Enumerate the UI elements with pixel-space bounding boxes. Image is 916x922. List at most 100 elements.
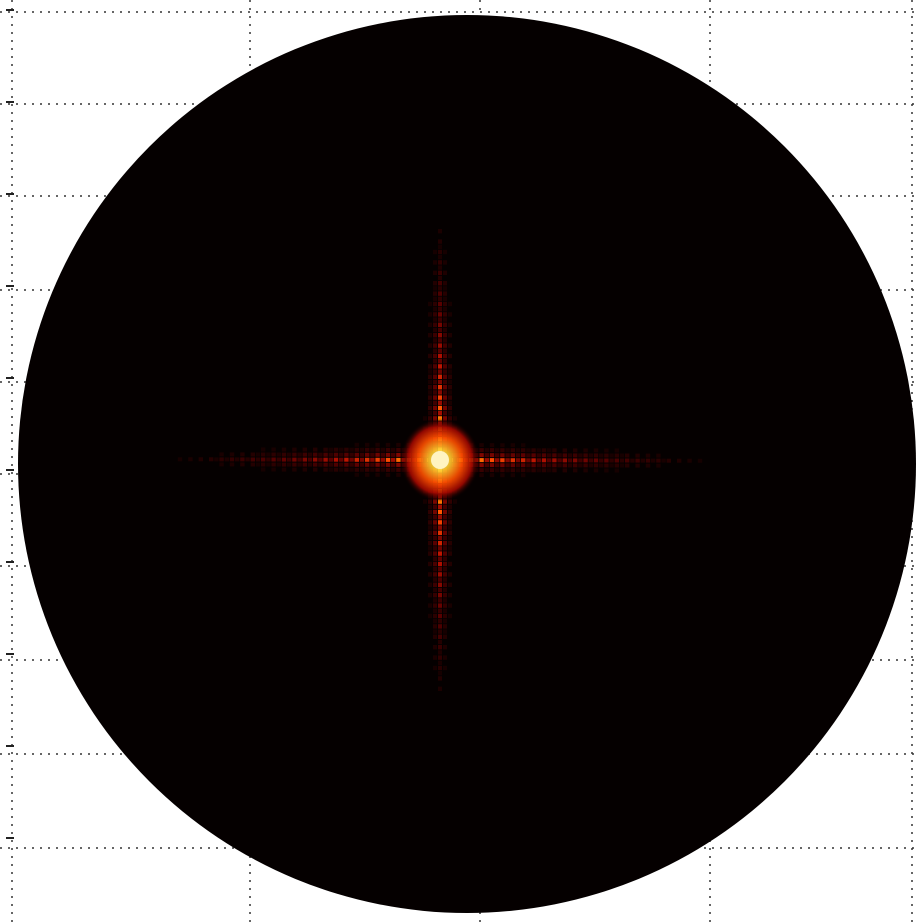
fringe-v bbox=[433, 307, 437, 312]
fringe-h bbox=[578, 463, 583, 468]
fringe-h bbox=[557, 463, 562, 468]
fringe-h bbox=[328, 447, 333, 452]
fringe-h bbox=[333, 462, 339, 467]
fringe-h bbox=[521, 468, 526, 473]
fringe-h bbox=[619, 458, 625, 463]
fringe-v bbox=[438, 385, 442, 390]
fringe-v bbox=[443, 504, 447, 509]
fringe-h bbox=[614, 448, 619, 453]
fringe-h bbox=[515, 468, 521, 473]
fringe-h bbox=[614, 468, 619, 473]
central-peak-core bbox=[431, 451, 449, 469]
fringe-h bbox=[198, 457, 203, 462]
fringe-h bbox=[396, 457, 401, 462]
fringe-v bbox=[443, 333, 447, 338]
fringe-v bbox=[443, 525, 447, 530]
fringe-v bbox=[433, 327, 437, 333]
fringe-v bbox=[423, 416, 427, 421]
fringe-v bbox=[428, 509, 432, 515]
fringe-h bbox=[245, 457, 250, 462]
fringe-h bbox=[359, 462, 365, 467]
fringe-h bbox=[209, 457, 214, 462]
fringe-h bbox=[281, 447, 287, 452]
fringe-h bbox=[515, 448, 521, 453]
fringe-h bbox=[370, 452, 375, 457]
fringe-v bbox=[433, 260, 437, 265]
fringe-v bbox=[438, 567, 442, 572]
fringe-v bbox=[443, 364, 447, 369]
fringe-v bbox=[433, 645, 437, 650]
fringe-v bbox=[443, 556, 447, 561]
fringe-v bbox=[433, 400, 437, 405]
fringe-h bbox=[281, 457, 287, 462]
fringe-h bbox=[261, 452, 266, 457]
fringe-h bbox=[391, 462, 396, 467]
fringe-v bbox=[443, 515, 447, 520]
fringe-h bbox=[344, 447, 349, 452]
fringe-h bbox=[536, 448, 541, 453]
fringe-h bbox=[396, 462, 401, 467]
fringe-v bbox=[443, 541, 447, 546]
fringe-v bbox=[443, 608, 447, 613]
fringe-h bbox=[328, 467, 333, 472]
fringe-v bbox=[433, 270, 437, 275]
fringe-h bbox=[339, 467, 344, 472]
fringe-v bbox=[443, 390, 447, 395]
fringe-h bbox=[219, 462, 224, 467]
fringe-h bbox=[505, 463, 510, 468]
fringe-h bbox=[500, 448, 505, 453]
fringe-v bbox=[433, 619, 437, 624]
fringe-h bbox=[297, 462, 302, 467]
fringe-h bbox=[625, 458, 630, 463]
fringe-h bbox=[375, 467, 380, 472]
fringe-h bbox=[375, 442, 380, 447]
fringe-h bbox=[380, 447, 385, 452]
fringe-v bbox=[433, 504, 437, 509]
fringe-v bbox=[433, 395, 437, 400]
fringe-v bbox=[448, 353, 452, 359]
fringe-v bbox=[428, 322, 432, 327]
fringe-v bbox=[438, 525, 442, 530]
fringe-v bbox=[443, 411, 447, 416]
fringe-v bbox=[428, 535, 432, 541]
fringe-v bbox=[438, 660, 442, 665]
fringe-h bbox=[333, 447, 339, 452]
fringe-h bbox=[354, 472, 359, 477]
fringe-v bbox=[433, 634, 437, 639]
fringe-v bbox=[438, 322, 442, 327]
fringe-v bbox=[438, 255, 442, 260]
fringe-h bbox=[593, 448, 599, 453]
fringe-v bbox=[443, 546, 447, 551]
fringe-h bbox=[588, 463, 593, 468]
fringe-v bbox=[448, 333, 452, 338]
fringe-v bbox=[438, 260, 442, 265]
fringe-v bbox=[428, 333, 432, 338]
fringe-h bbox=[567, 463, 573, 468]
fringe-v bbox=[438, 229, 442, 234]
fringe-v bbox=[448, 515, 452, 520]
fringe-h bbox=[396, 472, 401, 477]
fringe-h bbox=[380, 457, 385, 462]
fringe-h bbox=[302, 452, 307, 457]
fringe-h bbox=[391, 467, 396, 472]
fringe-h bbox=[349, 467, 354, 472]
fringe-h bbox=[255, 462, 261, 467]
fringe-h bbox=[328, 457, 333, 462]
fringe-h bbox=[318, 462, 323, 467]
fringe-v bbox=[448, 395, 452, 400]
fringe-h bbox=[552, 463, 557, 468]
fringe-v bbox=[433, 629, 437, 634]
fringe-h bbox=[500, 473, 505, 478]
fringe-v bbox=[433, 379, 437, 385]
fringe-v bbox=[433, 608, 437, 613]
fringe-h bbox=[266, 457, 271, 462]
fringe-h bbox=[531, 448, 536, 453]
fringe-h bbox=[562, 458, 567, 463]
fringe-v bbox=[433, 613, 437, 619]
fringe-v bbox=[433, 541, 437, 546]
fringe-h bbox=[177, 457, 183, 462]
fringe-v bbox=[443, 645, 447, 650]
fringe-v bbox=[433, 665, 437, 671]
fringe-v bbox=[443, 567, 447, 572]
fringe-v bbox=[438, 327, 442, 333]
